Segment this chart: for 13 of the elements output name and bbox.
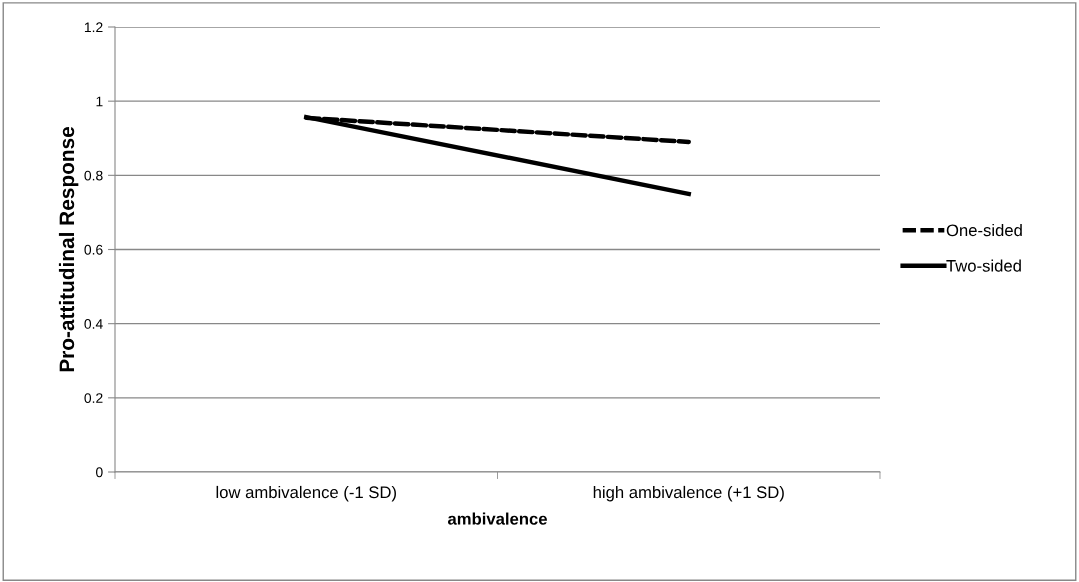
- y-tick-label: 0.6: [84, 244, 103, 255]
- legend-label: One-sided: [946, 223, 1022, 237]
- y-tick-label: 1.2: [84, 22, 103, 33]
- y-axis-title: Pro-attitudinal Response: [58, 126, 79, 372]
- y-tick-label: 0: [96, 467, 103, 478]
- x-tick-label: high ambivalence (+1 SD): [593, 485, 784, 502]
- y-tick-label: 1: [96, 96, 103, 107]
- y-tick-label: 0.2: [84, 393, 103, 403]
- x-axis-title: ambivalence: [447, 512, 547, 525]
- y-tick-label: 0.8: [84, 170, 103, 181]
- legend-label: Two-sided: [946, 259, 1021, 272]
- y-tick-label: 0.4: [84, 319, 103, 329]
- x-tick-label: low ambivalence (-1 SD): [216, 485, 396, 502]
